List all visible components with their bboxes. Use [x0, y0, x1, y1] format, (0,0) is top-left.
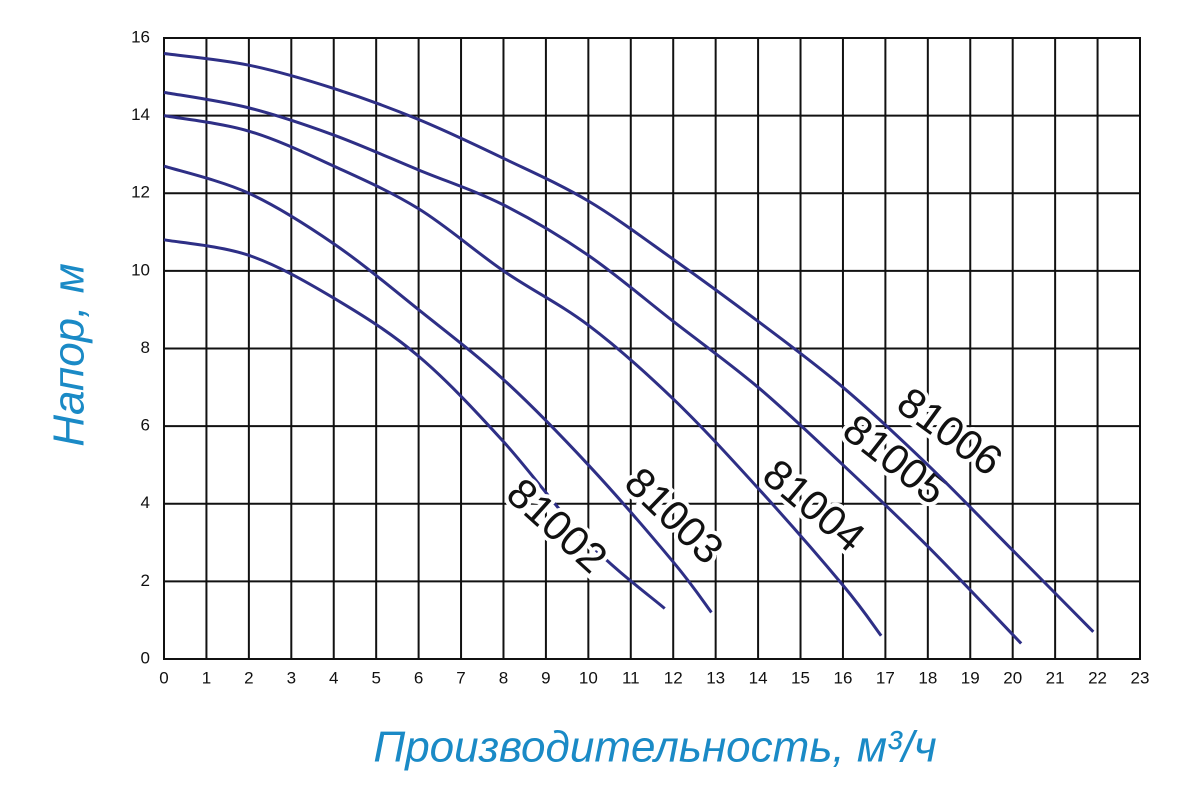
- x-tick-label: 16: [833, 668, 852, 687]
- y-tick-label: 2: [141, 571, 150, 590]
- plot-border: [163, 37, 1141, 660]
- x-tick-label: 0: [159, 668, 168, 687]
- pump-curve: [163, 164, 713, 614]
- x-tick-label: 10: [579, 668, 598, 687]
- x-tick-label: 12: [664, 668, 683, 687]
- y-tick-label: 0: [141, 648, 150, 667]
- x-tick-label: 1: [202, 668, 211, 687]
- pump-curve: [163, 238, 666, 610]
- curve-label: 81002: [498, 469, 616, 582]
- x-tick-label: 4: [329, 668, 338, 687]
- pump-curve: [163, 90, 1023, 645]
- y-tick-label: 4: [141, 493, 150, 512]
- x-tick-label: 21: [1046, 668, 1065, 687]
- y-tick-label: 16: [131, 27, 150, 46]
- x-tick-label: 14: [749, 668, 768, 687]
- y-tick-label: 10: [131, 260, 150, 279]
- y-tick-label: 8: [141, 338, 150, 357]
- x-tick-label: 18: [918, 668, 937, 687]
- pump-curve: [163, 114, 883, 637]
- x-tick-label: 22: [1088, 668, 1107, 687]
- x-tick-label: 17: [876, 668, 895, 687]
- x-tick-label: 3: [287, 668, 296, 687]
- x-tick-label: 5: [371, 668, 380, 687]
- x-tick-label: 2: [244, 668, 253, 687]
- x-tick-label: 19: [961, 668, 980, 687]
- x-tick-label: 20: [1003, 668, 1022, 687]
- x-axis-title: Производительность, м³/ч: [373, 723, 936, 772]
- pump-curve: [163, 52, 1095, 633]
- y-tick-label: 12: [131, 183, 150, 202]
- x-tick-label: 15: [791, 668, 810, 687]
- x-tick-label: 9: [541, 668, 550, 687]
- x-tick-label: 8: [499, 668, 508, 687]
- x-tick-label: 11: [622, 668, 640, 687]
- x-tick-label: 13: [706, 668, 725, 687]
- y-tick-label: 6: [141, 416, 150, 435]
- x-tick-label: 6: [414, 668, 423, 687]
- y-tick-label: 14: [131, 105, 150, 124]
- x-tick-label: 7: [456, 668, 465, 687]
- y-axis-title: Напор, м: [45, 263, 94, 447]
- x-tick-label: 23: [1131, 668, 1150, 687]
